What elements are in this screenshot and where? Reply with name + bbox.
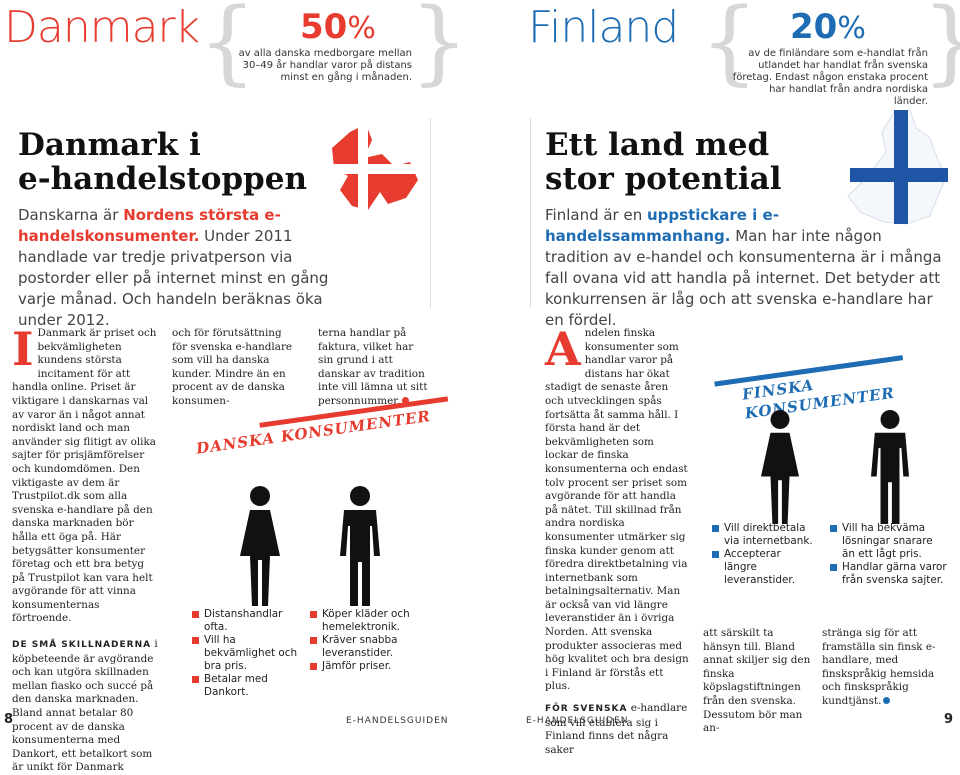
list-item: Vill ha bekvämlighet och bra pris. [192, 634, 302, 673]
woman-icon [240, 486, 280, 606]
list-item: Jämför priser. [310, 660, 422, 673]
right-page-number: 9 [944, 712, 954, 727]
right-headline: Ett land med stor potential [545, 127, 782, 197]
man-icon [340, 486, 380, 606]
left-brace-close: } [410, 0, 469, 95]
left-country-title: Danmark [4, 2, 200, 53]
right-country-title: Finland [528, 2, 679, 53]
divider [430, 118, 431, 308]
left-stat-value: 50% [300, 7, 376, 47]
right-stat-value: 20% [790, 7, 866, 47]
denmark-map-flag-icon [328, 122, 420, 214]
left-stat-text: av alla danska medborgare mellan 30–49 å… [238, 48, 412, 83]
left-column-3: terna handlar på faktura, vilket har sin… [318, 327, 428, 407]
man-icon [871, 410, 909, 524]
right-stat-text: av de finländare som e-handlat från utla… [732, 48, 928, 107]
left-headline: Danmark i e-handelstoppen [18, 127, 307, 197]
woman-icon [761, 410, 799, 524]
end-mark-icon [402, 397, 410, 405]
left-ingress: Danskarna är Nordens största e-handelsko… [18, 206, 329, 329]
list-item: Handlar gärna varor från svenska sajter. [830, 561, 948, 587]
left-men-bullets: Köper kläder och hemelektronik. Kräver s… [310, 608, 422, 673]
left-page-number: 8 [4, 712, 14, 727]
list-item: Kräver snabba leveranstider. [310, 634, 422, 660]
right-brace-open: { [700, 0, 759, 95]
finland-map-flag-icon [847, 109, 948, 225]
divider [530, 118, 531, 308]
list-item: Vill direktbetala via internetbank. [712, 522, 816, 548]
right-ingress: Finland är en uppstickare i e-handelssam… [545, 206, 942, 329]
list-item: Vill ha bekväma lösningar snarare än ett… [830, 522, 948, 561]
end-mark-icon [883, 697, 891, 705]
right-column-2: att särskilt ta hänsyn till. Bland annat… [703, 627, 811, 735]
list-item: Köper kläder och hemelektronik. [310, 608, 422, 634]
list-item: Accepterar längre leveranstider. [712, 548, 816, 587]
right-column-3: stränga sig för att framställa sin finsk… [822, 627, 936, 707]
left-column-1: I Danmark är priset och bekvämligheten ku… [12, 322, 158, 774]
right-brace-close: } [922, 0, 960, 88]
right-men-bullets: Vill ha bekväma lösningar snarare än ett… [830, 522, 948, 587]
list-item: Distanshandlar ofta. [192, 608, 302, 634]
right-women-bullets: Vill direktbetala via internetbank. Acce… [712, 522, 816, 587]
left-footer: E-HANDELSGUIDEN [346, 716, 449, 726]
left-women-bullets: Distanshandlar ofta. Vill ha bekvämlighe… [192, 608, 302, 699]
list-item: Betalar med Dankort. [192, 673, 302, 699]
left-column-2: och för förutsättning för svenska e-hand… [172, 327, 293, 407]
right-footer: E-HANDELSGUIDEN [526, 716, 629, 726]
left-brace-open: { [198, 0, 257, 95]
